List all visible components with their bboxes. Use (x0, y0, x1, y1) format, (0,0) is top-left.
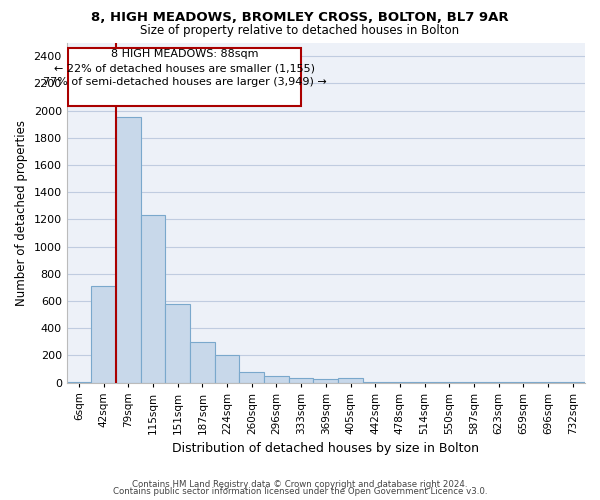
Text: 8 HIGH MEADOWS: 88sqm
← 22% of detached houses are smaller (1,155)
77% of semi-d: 8 HIGH MEADOWS: 88sqm ← 22% of detached … (43, 50, 326, 88)
Text: 8, HIGH MEADOWS, BROMLEY CROSS, BOLTON, BL7 9AR: 8, HIGH MEADOWS, BROMLEY CROSS, BOLTON, … (91, 11, 509, 24)
Text: Contains HM Land Registry data © Crown copyright and database right 2024.: Contains HM Land Registry data © Crown c… (132, 480, 468, 489)
Text: Contains public sector information licensed under the Open Government Licence v3: Contains public sector information licen… (113, 487, 487, 496)
Bar (116, 118, 141, 382)
Bar (166, 304, 190, 382)
Bar (313, 379, 338, 382)
Bar (264, 376, 289, 382)
Text: Size of property relative to detached houses in Bolton: Size of property relative to detached ho… (140, 24, 460, 37)
X-axis label: Distribution of detached houses by size in Bolton: Distribution of detached houses by size … (172, 442, 479, 455)
Bar (190, 342, 215, 382)
Bar (68, 48, 301, 106)
Bar (215, 356, 239, 382)
Bar (91, 286, 116, 382)
Bar (239, 372, 264, 382)
Bar (141, 215, 166, 382)
Bar (289, 378, 313, 382)
Bar (338, 378, 363, 382)
Y-axis label: Number of detached properties: Number of detached properties (15, 120, 28, 306)
